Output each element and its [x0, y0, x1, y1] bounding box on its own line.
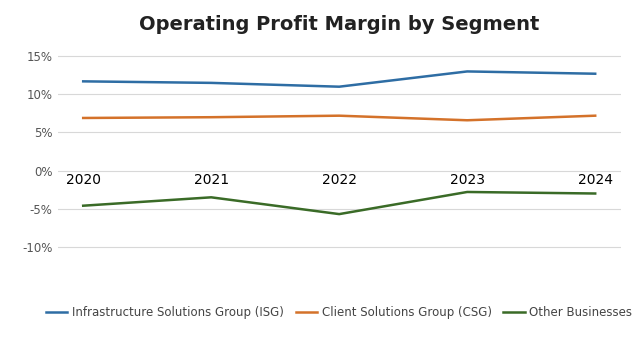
- Client Solutions Group (CSG): [207, 115, 215, 119]
- Client Solutions Group (CSG): [591, 114, 599, 118]
- Title: Operating Profit Margin by Segment: Operating Profit Margin by Segment: [139, 15, 540, 34]
- Line: Infrastructure Solutions Group (ISG): Infrastructure Solutions Group (ISG): [83, 71, 595, 87]
- Line: Other Businesses: Other Businesses: [83, 192, 595, 214]
- Other Businesses: [335, 212, 343, 216]
- Client Solutions Group (CSG): [79, 116, 87, 120]
- Client Solutions Group (CSG): [463, 118, 471, 122]
- Infrastructure Solutions Group (ISG): [207, 81, 215, 85]
- Line: Client Solutions Group (CSG): Client Solutions Group (CSG): [83, 116, 595, 120]
- Other Businesses: [463, 190, 471, 194]
- Legend: Infrastructure Solutions Group (ISG), Client Solutions Group (CSG), Other Busine: Infrastructure Solutions Group (ISG), Cl…: [41, 301, 637, 324]
- Other Businesses: [591, 191, 599, 195]
- Infrastructure Solutions Group (ISG): [79, 79, 87, 84]
- Infrastructure Solutions Group (ISG): [463, 69, 471, 73]
- Infrastructure Solutions Group (ISG): [591, 72, 599, 76]
- Infrastructure Solutions Group (ISG): [335, 85, 343, 89]
- Other Businesses: [79, 204, 87, 208]
- Client Solutions Group (CSG): [335, 114, 343, 118]
- Other Businesses: [207, 195, 215, 199]
